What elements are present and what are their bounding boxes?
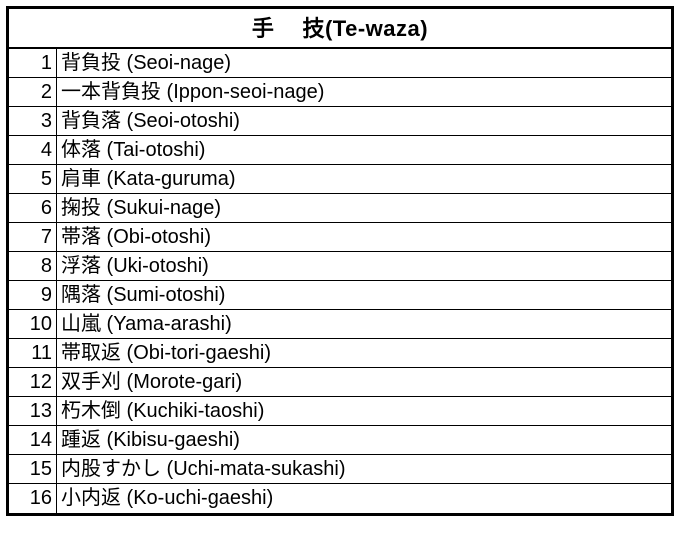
table-row: 2一本背負投 (Ippon-seoi-nage)	[9, 78, 671, 107]
row-name: 掬投 (Sukui-nage)	[57, 194, 671, 222]
table-row: 9隅落 (Sumi-otoshi)	[9, 281, 671, 310]
row-name: 帯取返 (Obi-tori-gaeshi)	[57, 339, 671, 367]
table-row: 12双手刈 (Morote-gari)	[9, 368, 671, 397]
table-row: 14踵返 (Kibisu-gaeshi)	[9, 426, 671, 455]
table-row: 10山嵐 (Yama-arashi)	[9, 310, 671, 339]
row-name: 隅落 (Sumi-otoshi)	[57, 281, 671, 309]
row-number: 9	[9, 281, 57, 309]
row-name: 内股すかし (Uchi-mata-sukashi)	[57, 455, 671, 483]
row-name: 帯落 (Obi-otoshi)	[57, 223, 671, 251]
table-row: 16小内返 (Ko-uchi-gaeshi)	[9, 484, 671, 513]
row-name: 浮落 (Uki-otoshi)	[57, 252, 671, 280]
row-name: 体落 (Tai-otoshi)	[57, 136, 671, 164]
table-header: 手 技(Te-waza)	[9, 9, 671, 49]
header-roman: (Te-waza)	[325, 16, 428, 41]
row-name: 背負投 (Seoi-nage)	[57, 49, 671, 77]
row-number: 3	[9, 107, 57, 135]
row-name: 小内返 (Ko-uchi-gaeshi)	[57, 484, 671, 513]
row-number: 12	[9, 368, 57, 396]
table-row: 4体落 (Tai-otoshi)	[9, 136, 671, 165]
row-number: 7	[9, 223, 57, 251]
row-name: 双手刈 (Morote-gari)	[57, 368, 671, 396]
table-row: 15内股すかし (Uchi-mata-sukashi)	[9, 455, 671, 484]
table-row: 5肩車 (Kata-guruma)	[9, 165, 671, 194]
row-number: 14	[9, 426, 57, 454]
table-body: 1背負投 (Seoi-nage)2一本背負投 (Ippon-seoi-nage)…	[9, 49, 671, 513]
row-name: 踵返 (Kibisu-gaeshi)	[57, 426, 671, 454]
row-name: 一本背負投 (Ippon-seoi-nage)	[57, 78, 671, 106]
header-jp1: 手	[252, 16, 275, 41]
techniques-table: 手 技(Te-waza) 1背負投 (Seoi-nage)2一本背負投 (Ippo…	[6, 6, 674, 516]
row-number: 15	[9, 455, 57, 483]
row-number: 8	[9, 252, 57, 280]
table-row: 8浮落 (Uki-otoshi)	[9, 252, 671, 281]
row-name: 背負落 (Seoi-otoshi)	[57, 107, 671, 135]
table-row: 3背負落 (Seoi-otoshi)	[9, 107, 671, 136]
row-name: 肩車 (Kata-guruma)	[57, 165, 671, 193]
row-number: 10	[9, 310, 57, 338]
row-number: 13	[9, 397, 57, 425]
header-jp2: 技	[302, 16, 325, 41]
table-row: 1背負投 (Seoi-nage)	[9, 49, 671, 78]
row-number: 16	[9, 484, 57, 513]
row-number: 4	[9, 136, 57, 164]
row-number: 5	[9, 165, 57, 193]
row-name: 山嵐 (Yama-arashi)	[57, 310, 671, 338]
table-row: 13朽木倒 (Kuchiki-taoshi)	[9, 397, 671, 426]
row-number: 11	[9, 339, 57, 367]
row-number: 1	[9, 49, 57, 77]
row-name: 朽木倒 (Kuchiki-taoshi)	[57, 397, 671, 425]
table-row: 11帯取返 (Obi-tori-gaeshi)	[9, 339, 671, 368]
row-number: 2	[9, 78, 57, 106]
row-number: 6	[9, 194, 57, 222]
table-row: 6掬投 (Sukui-nage)	[9, 194, 671, 223]
table-row: 7帯落 (Obi-otoshi)	[9, 223, 671, 252]
